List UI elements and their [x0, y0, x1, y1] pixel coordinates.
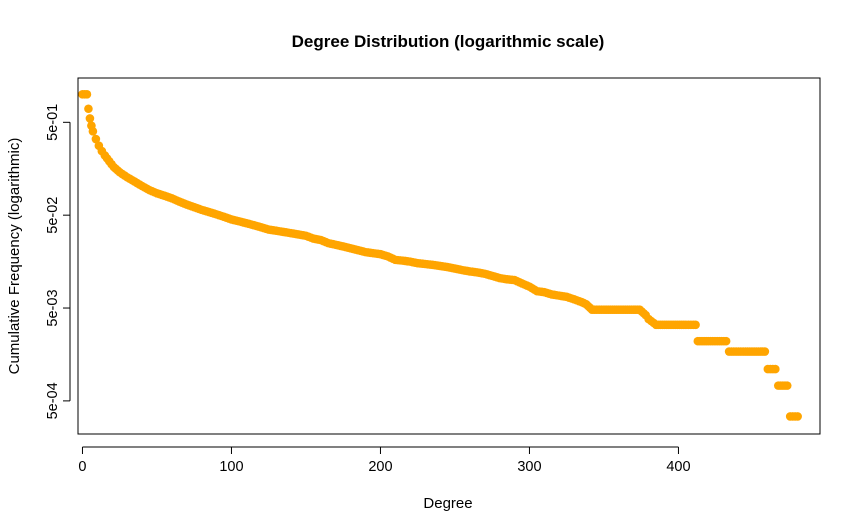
data-point [691, 320, 700, 330]
x-tick-label: 100 [219, 459, 243, 475]
data-point [793, 412, 802, 421]
x-tick-label: 400 [666, 459, 690, 475]
y-axis-label: Cumulative Frequency (logarithmic) [6, 138, 23, 375]
y-tick-label: 5e-01 [45, 104, 61, 141]
y-axis: 5e-04 5e-03 5e-02 5e-01 [45, 104, 71, 419]
data-point [721, 336, 731, 346]
data-point [88, 127, 98, 136]
y-tick-label: 5e-03 [45, 289, 61, 326]
x-axis: 0 100 200 300 400 [78, 446, 691, 475]
y-tick-label: 5e-02 [45, 197, 61, 234]
x-tick-label: 300 [517, 459, 541, 475]
plot-frame [77, 77, 821, 435]
data-points [78, 90, 802, 421]
y-tick-label: 5e-04 [45, 382, 61, 419]
data-point [760, 347, 770, 356]
chart-title: Degree Distribution (logarithmic scale) [292, 32, 605, 51]
data-point [84, 104, 93, 114]
data-point [771, 364, 780, 374]
data-point [782, 381, 792, 390]
data-point [82, 90, 92, 99]
x-tick-label: 200 [368, 459, 392, 475]
x-tick-label: 0 [78, 459, 86, 475]
x-axis-label: Degree [423, 495, 472, 512]
data-point [85, 114, 95, 123]
data-point [91, 134, 101, 144]
